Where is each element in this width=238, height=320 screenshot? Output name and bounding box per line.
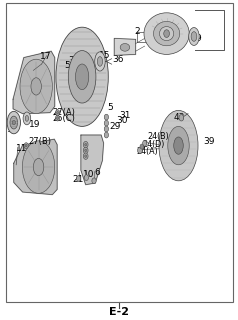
Circle shape	[83, 153, 88, 159]
Ellipse shape	[33, 158, 44, 176]
Polygon shape	[14, 139, 57, 195]
Text: 5: 5	[108, 103, 113, 112]
Ellipse shape	[31, 78, 41, 95]
Text: 17: 17	[40, 52, 51, 61]
Ellipse shape	[56, 27, 108, 126]
Ellipse shape	[22, 141, 55, 193]
Ellipse shape	[191, 32, 197, 41]
Ellipse shape	[168, 126, 189, 165]
Ellipse shape	[25, 116, 29, 121]
Ellipse shape	[154, 21, 180, 46]
Text: 24(A): 24(A)	[136, 147, 158, 156]
Ellipse shape	[95, 52, 105, 71]
Ellipse shape	[75, 64, 89, 90]
Circle shape	[55, 115, 60, 121]
Polygon shape	[114, 38, 136, 55]
Text: 30: 30	[117, 116, 128, 125]
Text: 25(C): 25(C)	[52, 114, 75, 123]
Text: 43: 43	[174, 113, 185, 122]
Circle shape	[57, 117, 59, 119]
Text: 24(B): 24(B)	[148, 132, 169, 141]
Circle shape	[143, 140, 147, 146]
Circle shape	[104, 120, 109, 126]
Circle shape	[55, 110, 60, 116]
Ellipse shape	[174, 137, 183, 154]
Ellipse shape	[144, 13, 189, 54]
Ellipse shape	[120, 44, 130, 51]
Circle shape	[24, 143, 28, 148]
Text: 31: 31	[119, 111, 130, 120]
Text: 11: 11	[16, 144, 28, 153]
Text: 54: 54	[64, 61, 76, 70]
Text: 9: 9	[195, 34, 201, 43]
Ellipse shape	[159, 110, 198, 181]
Text: 29: 29	[109, 122, 121, 131]
Circle shape	[25, 144, 27, 147]
Circle shape	[85, 143, 87, 146]
Ellipse shape	[7, 111, 20, 134]
Ellipse shape	[159, 27, 174, 41]
Text: 3(A): 3(A)	[157, 39, 175, 48]
Ellipse shape	[10, 116, 18, 129]
Ellipse shape	[97, 57, 103, 66]
Text: 39: 39	[203, 137, 215, 146]
Text: 36: 36	[112, 55, 124, 64]
Circle shape	[12, 120, 15, 125]
Circle shape	[57, 111, 59, 114]
Ellipse shape	[20, 59, 52, 114]
Circle shape	[76, 176, 81, 181]
Circle shape	[164, 30, 169, 37]
Ellipse shape	[68, 51, 96, 103]
Text: 10: 10	[83, 170, 94, 179]
Text: 24(D): 24(D)	[143, 140, 165, 148]
Circle shape	[85, 149, 87, 152]
Text: 19: 19	[29, 120, 40, 129]
Circle shape	[104, 114, 109, 120]
Text: 6: 6	[94, 168, 100, 177]
Text: 21: 21	[73, 175, 84, 184]
Ellipse shape	[23, 112, 31, 125]
Text: 3(B): 3(B)	[69, 56, 86, 65]
Circle shape	[83, 147, 88, 154]
Polygon shape	[81, 135, 104, 185]
Text: 2: 2	[134, 28, 140, 36]
Circle shape	[138, 147, 142, 154]
Circle shape	[83, 141, 88, 148]
Circle shape	[92, 178, 96, 184]
Text: 15: 15	[99, 51, 110, 60]
Circle shape	[140, 144, 144, 149]
Text: 18: 18	[7, 125, 19, 134]
Ellipse shape	[189, 28, 199, 45]
Circle shape	[85, 155, 87, 157]
Text: 27(B): 27(B)	[29, 137, 52, 146]
Polygon shape	[13, 51, 55, 114]
Circle shape	[179, 115, 184, 121]
Text: 27(A): 27(A)	[52, 108, 75, 117]
Text: E-2: E-2	[109, 307, 129, 317]
Circle shape	[104, 132, 109, 138]
Circle shape	[84, 175, 89, 180]
Circle shape	[104, 126, 109, 132]
